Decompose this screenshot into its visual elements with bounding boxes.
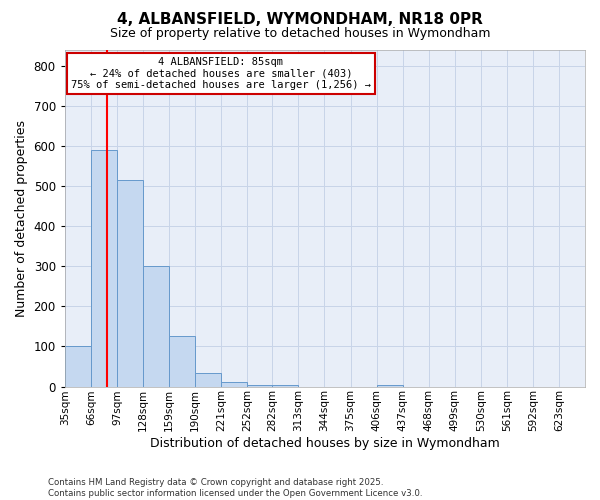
X-axis label: Distribution of detached houses by size in Wymondham: Distribution of detached houses by size … (150, 437, 500, 450)
Bar (117, 180, 143, 386)
Bar (143, 266, 169, 386)
Bar (377, 384, 403, 386)
Text: 4 ALBANSFIELD: 85sqm
← 24% of detached houses are smaller (403)
75% of semi-deta: 4 ALBANSFIELD: 85sqm ← 24% of detached h… (71, 56, 371, 90)
Bar (247, 384, 272, 386)
Bar (195, 372, 221, 386)
Bar (169, 336, 195, 386)
Text: Contains HM Land Registry data © Crown copyright and database right 2025.
Contai: Contains HM Land Registry data © Crown c… (48, 478, 422, 498)
Text: Size of property relative to detached houses in Wymondham: Size of property relative to detached ho… (110, 28, 490, 40)
Y-axis label: Number of detached properties: Number of detached properties (15, 120, 28, 317)
Bar (91, 150, 117, 386)
Bar (221, 382, 247, 386)
Text: 4, ALBANSFIELD, WYMONDHAM, NR18 0PR: 4, ALBANSFIELD, WYMONDHAM, NR18 0PR (117, 12, 483, 28)
Bar (65, 346, 91, 387)
